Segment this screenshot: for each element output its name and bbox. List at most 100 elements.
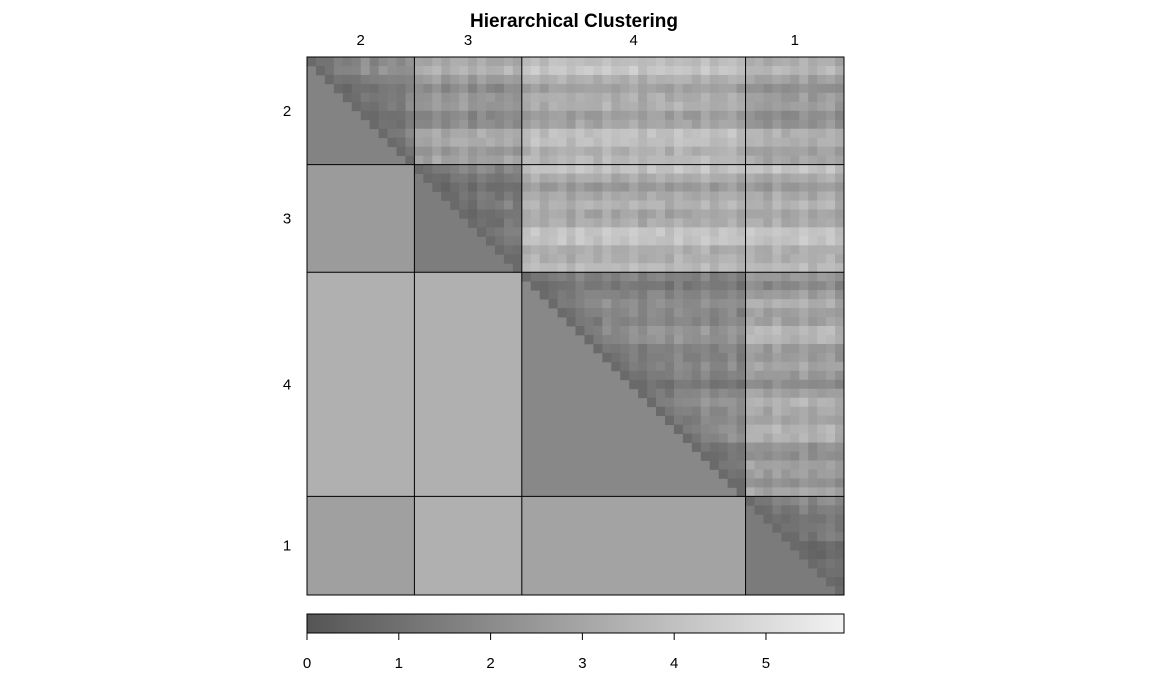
heatmap-cell <box>557 164 567 174</box>
heatmap-cell <box>548 245 558 255</box>
heatmap-cell <box>754 110 764 121</box>
heatmap-cell <box>638 146 648 157</box>
heatmap-cell <box>494 218 505 228</box>
heatmap-cell <box>817 343 827 354</box>
heatmap-cell <box>665 137 675 148</box>
heatmap-cell <box>503 245 514 255</box>
heatmap-cell <box>673 361 684 372</box>
heatmap-cell <box>799 469 809 479</box>
heatmap-cell <box>691 388 702 399</box>
heatmap-cell <box>781 388 791 399</box>
heatmap-cell <box>736 110 746 121</box>
heatmap-cell <box>718 460 729 470</box>
heatmap-cell <box>835 577 845 587</box>
heatmap-cell <box>808 523 818 533</box>
heatmap-cell <box>530 155 541 165</box>
heatmap-cell <box>665 173 675 183</box>
heatmap-cell <box>826 83 836 94</box>
heatmap-cell <box>494 164 505 174</box>
heatmap-cell <box>781 487 791 497</box>
heatmap-cell <box>835 74 845 85</box>
heatmap-cell <box>691 299 702 309</box>
heatmap-cell <box>548 155 558 165</box>
heatmap-cell <box>477 65 487 76</box>
heatmap-cell <box>629 218 639 228</box>
heatmap-cell <box>718 119 729 130</box>
heatmap-cell <box>790 57 800 67</box>
heatmap-cell <box>405 137 415 148</box>
heatmap-cell <box>486 101 496 112</box>
heatmap-cell <box>432 137 442 148</box>
heatmap-cell <box>647 209 657 219</box>
heatmap-cell <box>432 110 442 121</box>
heatmap-cell <box>521 227 532 237</box>
heatmap-cell <box>727 334 737 345</box>
heatmap-cell <box>799 146 809 157</box>
heatmap-cell <box>611 101 621 112</box>
heatmap-cell <box>763 460 773 470</box>
heatmap-cell <box>477 101 487 112</box>
heatmap-cell <box>835 83 845 94</box>
heatmap-cell <box>602 299 612 309</box>
heatmap-cell <box>745 281 755 291</box>
heatmap-cell <box>530 164 541 174</box>
heatmap-cell <box>808 505 818 515</box>
heatmap-cell <box>432 164 442 174</box>
heatmap-cell <box>736 451 746 461</box>
heatmap-cell <box>602 317 612 327</box>
heatmap-cell <box>817 65 827 76</box>
heatmap-cell <box>584 164 594 174</box>
heatmap-cell <box>593 146 603 157</box>
heatmap-cell <box>709 65 720 76</box>
heatmap-cell <box>754 290 764 300</box>
heatmap-cell <box>432 173 442 183</box>
heatmap-cell <box>826 245 836 255</box>
heatmap-cell <box>808 397 818 408</box>
heatmap-cell <box>360 83 371 94</box>
heatmap-cell <box>486 182 496 192</box>
heatmap-cell <box>656 65 666 76</box>
heatmap-cell <box>539 245 550 255</box>
heatmap-cell <box>826 352 836 363</box>
heatmap-cell <box>799 290 809 300</box>
heatmap-cell <box>754 65 764 76</box>
heatmap-cell <box>754 137 764 148</box>
heatmap-cell <box>620 128 630 139</box>
heatmap-cell <box>333 65 344 76</box>
heatmap-cell <box>611 74 621 85</box>
heatmap-cell <box>333 74 344 85</box>
heatmap-cell <box>826 263 836 273</box>
heatmap-cell <box>817 272 827 282</box>
heatmap-cell <box>808 532 818 542</box>
heatmap-cell <box>790 334 800 345</box>
heatmap-cell <box>772 281 782 291</box>
heatmap-cell <box>709 155 720 165</box>
heatmap-cell <box>799 352 809 363</box>
heatmap-cell <box>593 182 603 192</box>
heatmap-cell <box>799 272 809 282</box>
heatmap-cell <box>772 146 782 157</box>
colorbar-tick-label: 5 <box>762 655 770 672</box>
heatmap-cell <box>566 317 576 327</box>
heatmap-cell <box>808 155 818 165</box>
heatmap-cell <box>700 308 711 318</box>
heatmap-cell <box>575 101 585 112</box>
heatmap-cell <box>772 92 782 103</box>
heatmap-cell <box>763 406 773 417</box>
heatmap-cell <box>817 523 827 533</box>
heatmap-cell <box>826 57 836 67</box>
heatmap-cell <box>539 182 550 192</box>
heatmap-cell <box>530 92 541 103</box>
heatmap-cell <box>638 119 648 130</box>
heatmap-cell <box>656 263 666 273</box>
heatmap-cell <box>673 227 684 237</box>
row-cluster-label: 2 <box>283 103 291 120</box>
heatmap-cell <box>835 281 845 291</box>
heatmap-cell <box>459 191 469 201</box>
heatmap-cell <box>763 254 773 264</box>
heatmap-cell <box>718 146 729 157</box>
cluster-average-block <box>307 164 415 273</box>
heatmap-cell <box>477 83 487 94</box>
heatmap-cell <box>682 272 693 282</box>
heatmap-cell <box>691 200 702 210</box>
